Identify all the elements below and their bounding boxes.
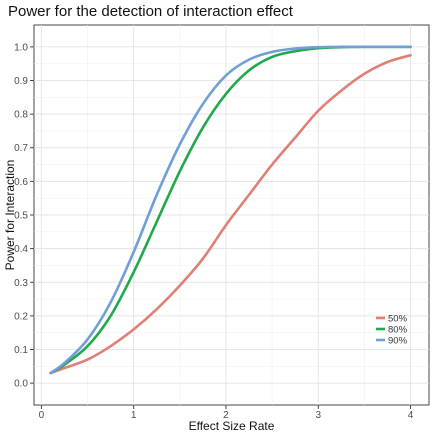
y-tick-label: 0.1 bbox=[14, 345, 28, 356]
x-axis: 0 1 2 3 4 bbox=[39, 405, 414, 421]
y-tick-label: 0.9 bbox=[14, 76, 28, 87]
x-tick-label: 1 bbox=[131, 410, 137, 421]
y-tick-label: 0.7 bbox=[14, 143, 28, 154]
y-tick-label: 1.0 bbox=[14, 42, 28, 53]
y-axis-title: Power for Interaction bbox=[3, 160, 17, 271]
x-tick-label: 3 bbox=[315, 410, 321, 421]
legend: 50%80%90% bbox=[376, 313, 408, 346]
series-line-2 bbox=[49, 45, 412, 375]
y-tick-label: 0.3 bbox=[14, 278, 28, 289]
legend-label-0: 50% bbox=[388, 313, 408, 324]
y-tick-label: 0.8 bbox=[14, 110, 28, 121]
y-tick-label: 0.4 bbox=[14, 244, 28, 255]
x-tick-label: 4 bbox=[408, 410, 414, 421]
series-line-0 bbox=[49, 53, 412, 375]
chart-title: Power for the detection of interaction e… bbox=[8, 3, 294, 20]
series-layer bbox=[49, 45, 412, 375]
y-axis: 0.0 0.1 0.2 0.3 0.4 0.5 0.6 0.7 0.8 0.9 1.0 bbox=[14, 42, 34, 390]
y-tick-label: 0.0 bbox=[14, 379, 28, 390]
y-tick-label: 0.2 bbox=[14, 311, 28, 322]
legend-label-2: 90% bbox=[388, 335, 408, 346]
y-tick-label: 0.6 bbox=[14, 177, 28, 188]
x-tick-label: 0 bbox=[39, 410, 45, 421]
plot-panel: 50%80%90% bbox=[33, 24, 430, 406]
grid-layer bbox=[34, 25, 429, 405]
x-tick-label: 2 bbox=[223, 410, 229, 421]
legend-label-1: 80% bbox=[388, 324, 408, 335]
y-tick-label: 0.5 bbox=[14, 211, 28, 222]
x-axis-title: Effect Size Rate bbox=[189, 419, 275, 433]
